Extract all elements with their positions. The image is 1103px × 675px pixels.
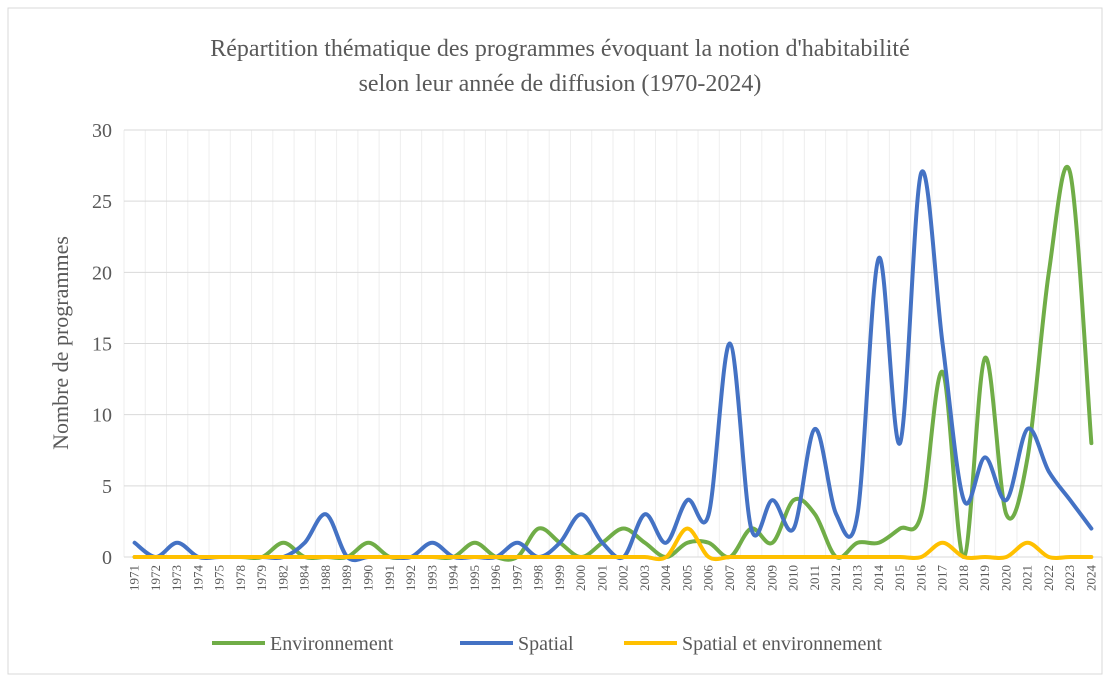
y-tick-label: 10 bbox=[92, 405, 112, 427]
x-tick-label: 1994 bbox=[446, 565, 461, 592]
y-tick-label: 15 bbox=[92, 334, 112, 356]
x-tick-label: 1990 bbox=[361, 565, 376, 591]
x-tick-label: 1995 bbox=[467, 565, 482, 591]
y-axis-label: Nombre de programmes bbox=[48, 236, 73, 450]
series-line bbox=[132, 526, 1094, 562]
chart-title: Répartition thématique des programmes év… bbox=[210, 36, 909, 62]
x-tick-label: 1991 bbox=[382, 565, 397, 591]
x-tick-label: 2019 bbox=[977, 565, 992, 591]
legend-label: Spatial et environnement bbox=[682, 633, 882, 655]
x-tick-label: 1982 bbox=[275, 565, 290, 591]
x-tick-label: 2012 bbox=[828, 565, 843, 591]
x-tick-label: 1973 bbox=[169, 565, 184, 591]
x-tick-label: 1993 bbox=[424, 565, 439, 591]
y-tick-label: 0 bbox=[102, 547, 112, 569]
x-tick-label: 2020 bbox=[998, 565, 1013, 591]
x-tick-label: 2011 bbox=[807, 565, 822, 591]
x-tick-label: 2024 bbox=[1083, 565, 1098, 592]
x-tick-label: 2017 bbox=[935, 565, 950, 592]
x-tick-label: 1988 bbox=[318, 565, 333, 591]
x-tick-label: 1974 bbox=[190, 565, 205, 592]
x-tick-label: 2003 bbox=[637, 565, 652, 591]
x-tick-label: 2009 bbox=[764, 565, 779, 591]
chart-title: selon leur année de diffusion (1970-2024… bbox=[359, 71, 762, 97]
x-tick-label: 2013 bbox=[850, 565, 865, 591]
x-tick-label: 1978 bbox=[233, 565, 248, 591]
x-tick-label: 1998 bbox=[531, 565, 546, 591]
x-tick-label: 1975 bbox=[212, 565, 227, 591]
legend-label: Environnement bbox=[270, 633, 394, 655]
x-tick-label: 1989 bbox=[339, 565, 354, 591]
x-tick-label: 1972 bbox=[148, 565, 163, 591]
chart-border bbox=[7, 7, 1103, 675]
x-tick-label: 1999 bbox=[552, 565, 567, 591]
x-tick-label: 2006 bbox=[701, 565, 716, 592]
x-tick-label: 2008 bbox=[743, 565, 758, 591]
legend-label: Spatial bbox=[518, 633, 574, 655]
y-tick-label: 30 bbox=[92, 120, 112, 142]
x-tick-label: 2000 bbox=[573, 565, 588, 591]
x-tick-label: 2015 bbox=[892, 565, 907, 591]
x-tick-label: 2016 bbox=[913, 565, 928, 592]
series-line bbox=[132, 169, 1094, 563]
x-tick-label: 1996 bbox=[488, 565, 503, 592]
x-tick-label: 2023 bbox=[1062, 565, 1077, 591]
x-tick-label: 1971 bbox=[127, 565, 142, 591]
x-tick-label: 2007 bbox=[722, 565, 737, 592]
x-tick-label: 2002 bbox=[616, 565, 631, 591]
x-tick-label: 2010 bbox=[786, 565, 801, 591]
x-tick-label: 2014 bbox=[871, 565, 886, 592]
x-tick-label: 2018 bbox=[956, 565, 971, 591]
x-tick-label: 1984 bbox=[297, 565, 312, 592]
y-tick-label: 25 bbox=[92, 191, 112, 213]
x-tick-label: 2022 bbox=[1041, 565, 1056, 591]
y-tick-label: 5 bbox=[102, 476, 112, 498]
x-tick-label: 2001 bbox=[594, 565, 609, 591]
y-tick-label: 20 bbox=[92, 262, 112, 284]
x-tick-label: 1992 bbox=[403, 565, 418, 591]
x-tick-label: 2005 bbox=[679, 565, 694, 591]
x-tick-label: 2004 bbox=[658, 565, 673, 592]
x-tick-label: 1979 bbox=[254, 565, 269, 591]
x-tick-label: 1997 bbox=[509, 565, 524, 592]
x-tick-label: 2021 bbox=[1020, 565, 1035, 591]
